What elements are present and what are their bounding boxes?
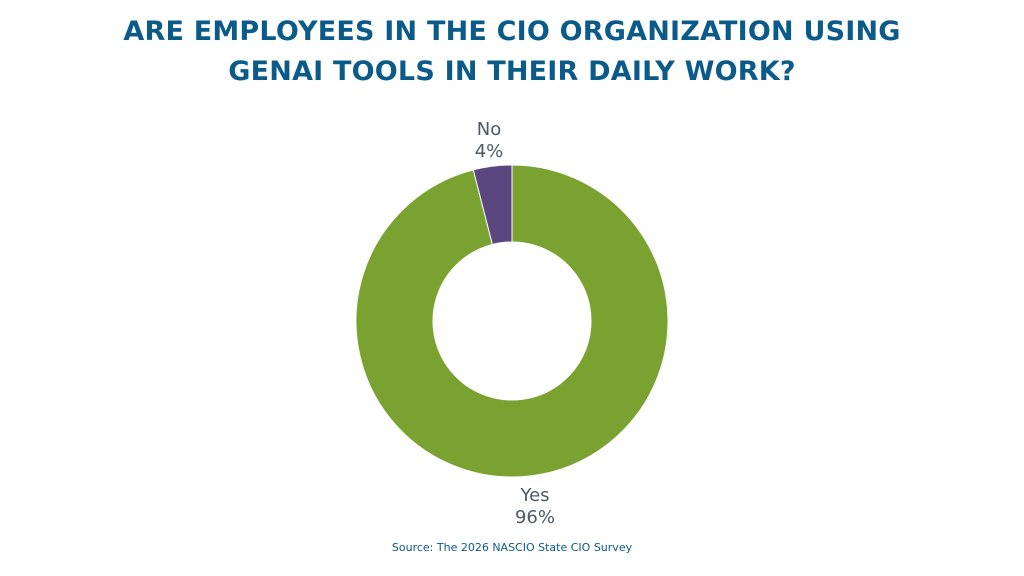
donut-slices (355, 164, 669, 478)
slice-label-no-name: No (477, 119, 501, 140)
slice-label-yes-value: 96% (515, 507, 555, 528)
slice-labels: No 4% Yes 96% (475, 119, 555, 528)
slice-label-no-value: 4% (475, 141, 504, 162)
source-note: Source: The 2026 NASCIO State CIO Survey (391, 541, 633, 554)
chart-title-line-1: ARE EMPLOYEES IN THE CIO ORGANIZATION US… (123, 16, 901, 47)
donut-slice-yes (355, 164, 669, 478)
chart-title: ARE EMPLOYEES IN THE CIO ORGANIZATION US… (0, 12, 1024, 92)
chart-title-line-2: GENAI TOOLS IN THEIR DAILY WORK? (228, 56, 796, 87)
slice-label-yes-name: Yes (519, 485, 549, 506)
